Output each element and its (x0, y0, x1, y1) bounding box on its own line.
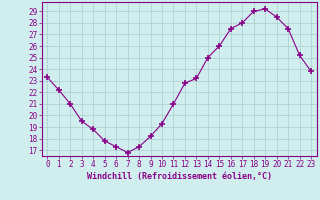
X-axis label: Windchill (Refroidissement éolien,°C): Windchill (Refroidissement éolien,°C) (87, 172, 272, 181)
